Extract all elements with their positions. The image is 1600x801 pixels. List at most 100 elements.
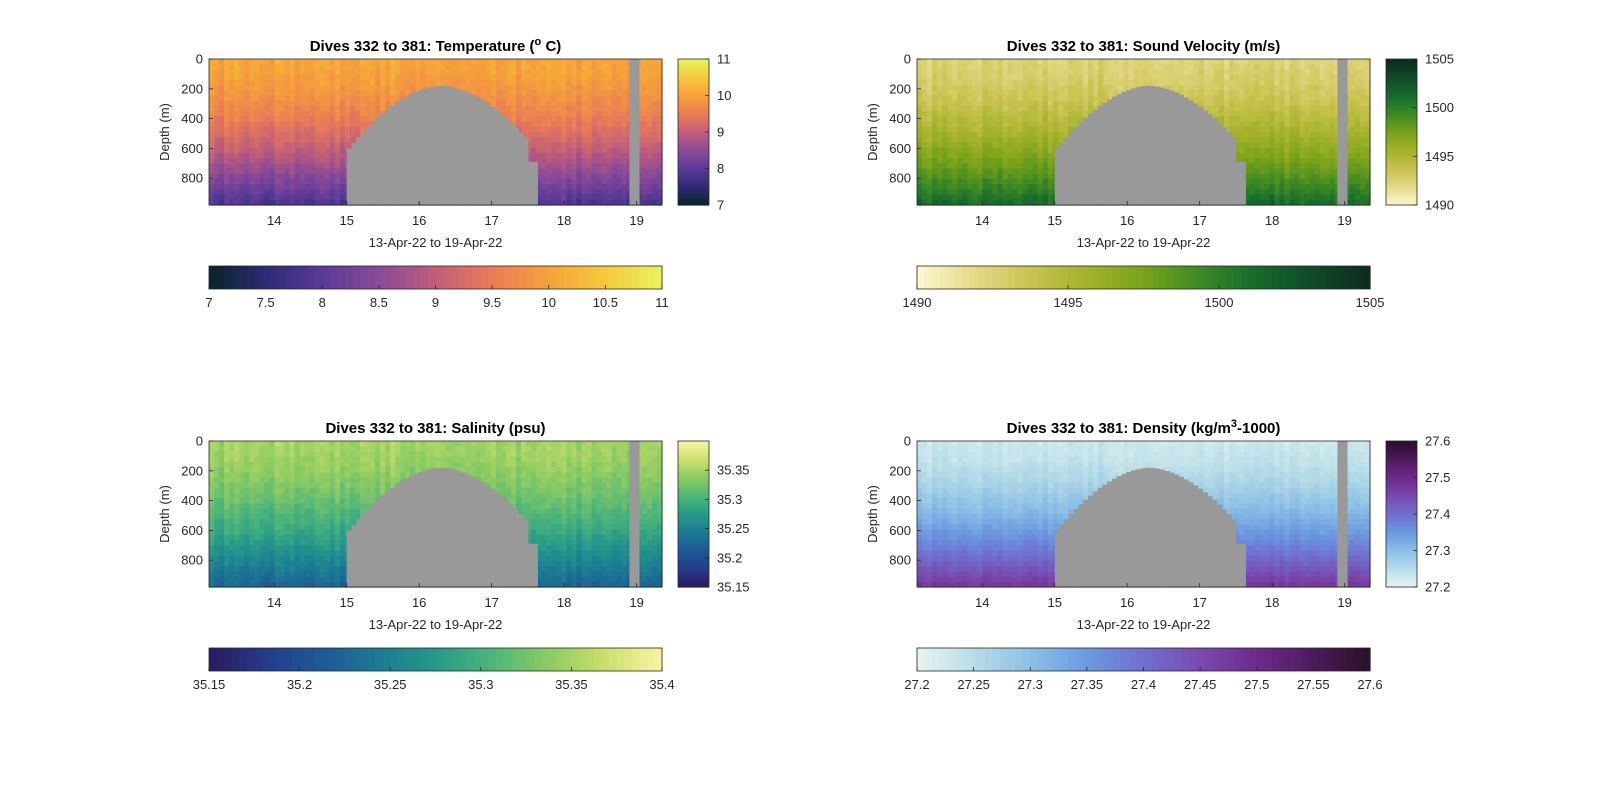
heatmap-cell bbox=[571, 178, 578, 185]
heatmap-cell bbox=[536, 85, 542, 91]
heatmap-cell bbox=[641, 199, 648, 206]
heatmap-cell bbox=[1239, 95, 1245, 102]
heatmap-cell bbox=[636, 132, 643, 138]
heatmap-cell bbox=[209, 100, 215, 107]
heatmap-cell bbox=[1239, 116, 1245, 123]
heatmap-cell bbox=[1047, 184, 1054, 190]
heatmap-cell bbox=[962, 158, 968, 164]
heatmap-cell bbox=[224, 90, 230, 97]
heatmap-cell bbox=[304, 189, 311, 196]
heatmap-cell bbox=[309, 64, 316, 71]
heatmap-cell bbox=[1068, 126, 1074, 133]
heatmap-cell bbox=[992, 142, 999, 149]
heatmap-cell bbox=[621, 178, 628, 185]
heatmap-cell bbox=[395, 69, 401, 76]
heatmap-cell bbox=[1254, 111, 1260, 117]
heatmap-cell bbox=[279, 85, 286, 91]
heatmap-cell bbox=[1022, 95, 1029, 102]
heatmap-cell bbox=[214, 152, 220, 159]
heatmap-cell bbox=[967, 199, 973, 206]
heatmap-cell bbox=[214, 137, 220, 144]
heatmap-cell bbox=[997, 95, 1004, 102]
heatmap-cell bbox=[982, 168, 989, 175]
heatmap-cell bbox=[284, 173, 291, 180]
heatmap-cell bbox=[1239, 100, 1245, 107]
heatmap-cell bbox=[259, 163, 265, 170]
heatmap-cell bbox=[1078, 64, 1084, 71]
heatmap-cell bbox=[304, 168, 311, 175]
heatmap-cell bbox=[224, 199, 230, 206]
heatmap-cell bbox=[495, 64, 502, 71]
heatmap-cell bbox=[500, 95, 507, 102]
heatmap-cell bbox=[274, 126, 281, 133]
colorbar-segment bbox=[678, 197, 709, 201]
heatmap-cell bbox=[1299, 158, 1306, 164]
heatmap-cell bbox=[1208, 74, 1215, 81]
heatmap-cell bbox=[1299, 168, 1306, 175]
heatmap-cell bbox=[304, 137, 311, 144]
heatmap-cell bbox=[249, 158, 255, 164]
heatmap-cell bbox=[1198, 100, 1205, 107]
heatmap-cell bbox=[1032, 158, 1039, 164]
heatmap-cell bbox=[1098, 85, 1104, 91]
heatmap-cell bbox=[957, 126, 963, 133]
heatmap-cell bbox=[435, 64, 442, 71]
heatmap-cell bbox=[1032, 79, 1039, 86]
heatmap-cell bbox=[264, 142, 270, 149]
heatmap-cell bbox=[962, 95, 968, 102]
bathymetry-step bbox=[346, 148, 353, 205]
heatmap-cell bbox=[1264, 95, 1270, 102]
heatmap-cell bbox=[962, 178, 968, 185]
heatmap-cell bbox=[937, 178, 943, 185]
heatmap-cell bbox=[541, 85, 547, 91]
heatmap-cell bbox=[475, 85, 482, 91]
heatmap-cell bbox=[269, 152, 276, 159]
heatmap-cell bbox=[581, 173, 588, 180]
heatmap-cell bbox=[656, 189, 663, 196]
heatmap-cell bbox=[234, 121, 240, 128]
colorbar-segment bbox=[678, 132, 709, 136]
heatmap-cell bbox=[1017, 74, 1024, 81]
heatmap-cell bbox=[641, 126, 648, 133]
heatmap-cell bbox=[304, 199, 311, 206]
heatmap-cell bbox=[375, 95, 381, 102]
heatmap-cell bbox=[656, 126, 663, 133]
heatmap-cell bbox=[596, 116, 603, 123]
heatmap-cell bbox=[1264, 74, 1270, 81]
heatmap-cell bbox=[1294, 152, 1301, 159]
heatmap-cell bbox=[1088, 85, 1094, 91]
heatmap-cell bbox=[249, 79, 255, 86]
y-tick-label: 200 bbox=[181, 81, 203, 96]
heatmap-cell bbox=[1203, 64, 1210, 71]
heatmap-cell bbox=[1098, 59, 1104, 65]
heatmap-cell bbox=[299, 199, 306, 206]
heatmap-cell bbox=[1249, 121, 1255, 128]
heatmap-cell bbox=[219, 184, 225, 190]
heatmap-cell bbox=[1279, 79, 1286, 86]
heatmap-cell bbox=[1289, 152, 1296, 159]
heatmap-cell bbox=[1022, 74, 1029, 81]
heatmap-cell bbox=[566, 147, 572, 154]
heatmap-cell bbox=[249, 90, 255, 97]
heatmap-cell bbox=[987, 64, 994, 71]
heatmap-cell bbox=[1047, 194, 1054, 201]
heatmap-cell bbox=[249, 132, 255, 138]
heatmap-cell bbox=[1229, 79, 1235, 86]
heatmap-cell bbox=[922, 142, 928, 149]
heatmap-cell bbox=[1032, 189, 1039, 196]
heatmap-cell bbox=[541, 111, 547, 117]
heatmap-cell bbox=[264, 105, 270, 112]
chart-title: Dives 332 to 381: Temperature (o C) bbox=[310, 36, 562, 55]
heatmap-cell bbox=[400, 64, 406, 71]
heatmap-cell bbox=[967, 158, 973, 164]
heatmap-cell bbox=[1224, 121, 1230, 128]
heatmap-cell bbox=[1173, 79, 1180, 86]
heatmap-cell bbox=[440, 79, 447, 86]
heatmap-cell bbox=[1022, 163, 1029, 170]
heatmap-cell bbox=[485, 95, 492, 102]
heatmap-cell bbox=[319, 199, 326, 206]
heatmap-cell bbox=[460, 85, 467, 91]
heatmap-cell bbox=[324, 199, 331, 206]
heatmap-cell bbox=[576, 111, 583, 117]
heatmap-cell bbox=[219, 152, 225, 159]
